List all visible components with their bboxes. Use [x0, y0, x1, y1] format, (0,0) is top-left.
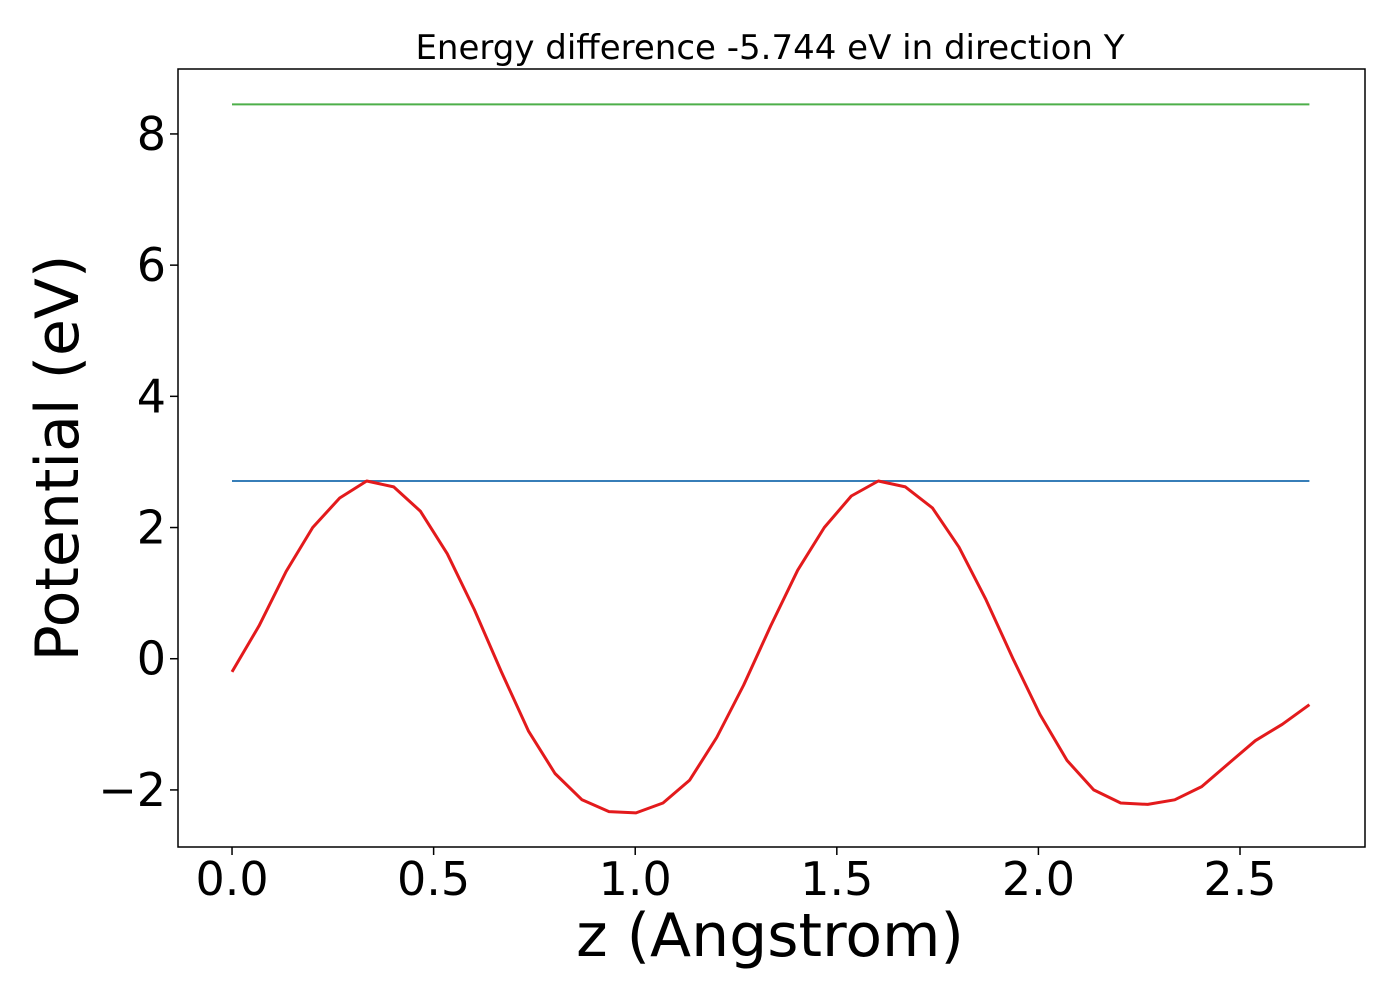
y-tick-label: 0 — [137, 632, 166, 686]
x-axis-label: z (Angstrom) — [576, 901, 964, 971]
y-tick-label: 2 — [137, 501, 166, 555]
x-tick-label: 1.5 — [800, 852, 873, 906]
y-tick-label: 6 — [137, 238, 166, 292]
x-tick-label: 1.0 — [599, 852, 672, 906]
x-tick-label: 2.5 — [1203, 852, 1276, 906]
chart-title: Energy difference -5.744 eV in direction… — [415, 28, 1124, 68]
y-axis-label: Potential (eV) — [23, 255, 93, 662]
series-line-0 — [230, 479, 1311, 815]
x-tick-label: 0.5 — [397, 852, 470, 906]
plot-area — [230, 103, 1311, 815]
x-axis: 0.0 0.5 1.0 1.5 2.0 2.5 — [195, 847, 1277, 906]
y-tick-label: 4 — [137, 369, 166, 423]
x-tick-label: 2.0 — [1002, 852, 1075, 906]
x-tick-label: 0.0 — [195, 852, 268, 906]
plot-frame — [177, 68, 1366, 848]
y-tick-label: −2 — [98, 763, 166, 817]
y-tick-label: 8 — [137, 107, 166, 161]
y-axis: −2 0 2 4 6 8 — [98, 107, 178, 817]
